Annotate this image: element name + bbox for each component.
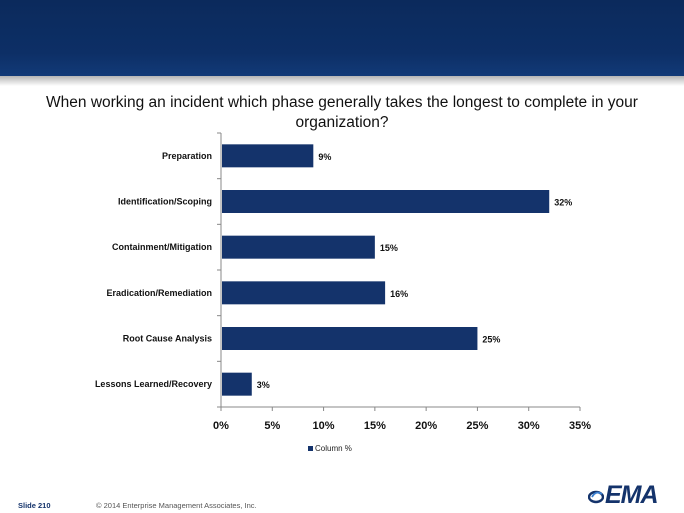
x-tick-label: 15% [364, 420, 386, 432]
header-band [0, 0, 684, 76]
copyright-text: © 2014 Enterprise Management Associates,… [96, 501, 257, 510]
x-tick-label: 5% [264, 420, 280, 432]
bar [222, 235, 375, 259]
x-tick-label: 30% [518, 420, 540, 432]
legend-swatch [308, 446, 313, 451]
category-label: Eradication/Remediation [106, 288, 212, 298]
x-tick-label: 0% [213, 420, 229, 432]
legend: Column % [308, 444, 352, 453]
x-tick-label: 20% [415, 420, 437, 432]
bar [222, 327, 478, 350]
category-label: Identification/Scoping [118, 197, 212, 207]
category-label: Preparation [162, 151, 212, 161]
bar [222, 144, 314, 168]
category-label: Containment/Mitigation [112, 242, 212, 252]
header-shadow [0, 76, 684, 86]
category-label: Lessons Learned/Recovery [95, 379, 212, 389]
bar-data-label: 15% [380, 243, 398, 253]
bar [222, 190, 550, 213]
slide-title: When working an incident which phase gen… [46, 94, 638, 131]
bar-data-label: 3% [257, 380, 270, 390]
bar [222, 372, 252, 396]
bar-data-label: 16% [390, 289, 408, 299]
logo-text: EMA [605, 481, 659, 509]
ema-logo: EMA [588, 481, 659, 510]
bar-data-label: 25% [482, 335, 500, 345]
x-tick-label: 35% [569, 420, 591, 432]
slide-number: Slide 210 [18, 501, 51, 510]
category-label: Root Cause Analysis [123, 334, 212, 344]
ema-swirl-icon [588, 490, 604, 503]
x-tick-label: 10% [313, 420, 335, 432]
bar-data-label: 9% [318, 152, 331, 162]
bar [222, 281, 386, 305]
x-tick-label: 25% [466, 420, 488, 432]
bar-data-label: 32% [554, 198, 572, 208]
legend-label: Column % [315, 444, 352, 453]
